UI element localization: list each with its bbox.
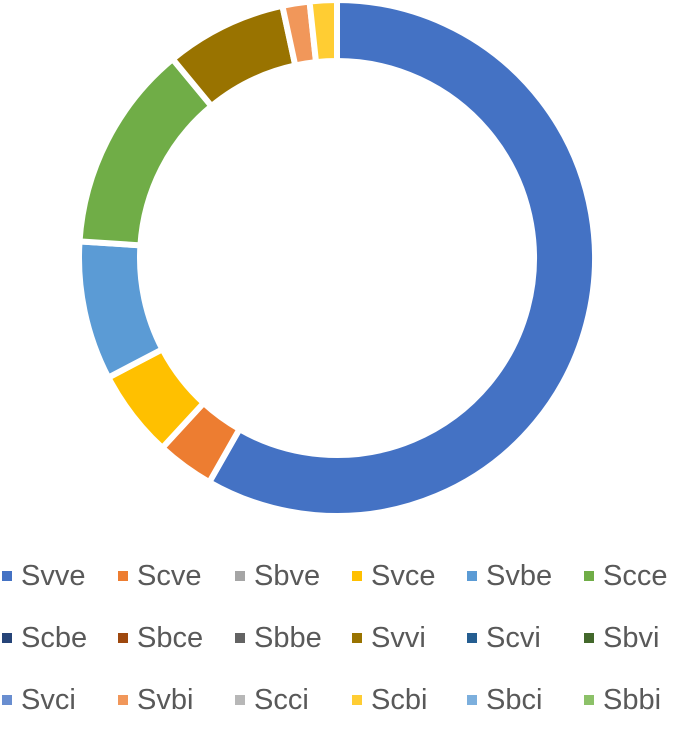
legend-swatch (118, 633, 128, 643)
legend-label: Sbci (486, 683, 543, 716)
legend-label: Sbvi (603, 621, 660, 654)
legend-item-svbi[interactable]: Svbi (118, 680, 193, 720)
slice-svbe[interactable] (76, 238, 167, 382)
legend-label: Svci (21, 683, 76, 716)
legend-item-scvi[interactable]: Scvi (467, 618, 541, 658)
legend-label: Svce (371, 559, 436, 592)
legend-swatch (235, 695, 245, 705)
legend-swatch (467, 633, 477, 643)
legend-label: Scbe (21, 621, 88, 654)
legend-swatch (235, 571, 245, 581)
legend-swatch (584, 695, 594, 705)
legend-swatch (2, 633, 12, 643)
legend-item-sbve[interactable]: Sbve (235, 556, 320, 596)
legend-label: Scve (137, 559, 202, 592)
legend-swatch (584, 571, 594, 581)
legend-item-svbe[interactable]: Svbe (467, 556, 552, 596)
legend-item-sbbi[interactable]: Sbbi (584, 680, 661, 720)
legend-item-sbci[interactable]: Sbci (467, 680, 542, 720)
legend-item-svve[interactable]: Svve (2, 556, 85, 596)
legend-item-svvi[interactable]: Svvi (352, 618, 426, 658)
legend-label: Svve (21, 559, 86, 592)
legend-swatch (467, 571, 477, 581)
slice-svve[interactable] (205, 0, 598, 519)
legend-item-sbbe[interactable]: Sbbe (235, 618, 322, 658)
legend-swatch (352, 633, 362, 643)
doughnut-chart (76, 0, 598, 519)
legend-item-scbe[interactable]: Scbe (2, 618, 87, 658)
legend-swatch (352, 571, 362, 581)
legend-swatch (352, 695, 362, 705)
slice-scce[interactable] (76, 54, 216, 249)
slice-scbi[interactable] (306, 0, 340, 66)
legend-swatch (235, 633, 245, 643)
legend-label: Scci (254, 683, 309, 716)
legend-item-svci[interactable]: Svci (2, 680, 76, 720)
legend-label: Scbi (371, 683, 428, 716)
legend-label: Sbbe (254, 621, 322, 654)
legend-item-scve[interactable]: Scve (118, 556, 201, 596)
legend-swatch (467, 695, 477, 705)
legend-item-sbvi[interactable]: Sbvi (584, 618, 659, 658)
legend-label: Svbi (137, 683, 194, 716)
legend-swatch (118, 695, 128, 705)
legend-item-scce[interactable]: Scce (584, 556, 667, 596)
legend-label: Svvi (371, 621, 426, 654)
legend-item-scci[interactable]: Scci (235, 680, 309, 720)
legend-item-sbce[interactable]: Sbce (118, 618, 203, 658)
legend-label: Sbce (137, 621, 204, 654)
legend-item-svce[interactable]: Svce (352, 556, 435, 596)
legend-swatch (584, 633, 594, 643)
legend-label: Sbbi (603, 683, 662, 716)
legend-swatch (2, 695, 12, 705)
legend-label: Sbve (254, 559, 321, 592)
legend-swatch (2, 571, 12, 581)
legend-swatch (118, 571, 128, 581)
legend-item-scbi[interactable]: Scbi (352, 680, 427, 720)
legend-label: Svbe (486, 559, 553, 592)
legend-label: Scce (603, 559, 668, 592)
legend-label: Scvi (486, 621, 541, 654)
